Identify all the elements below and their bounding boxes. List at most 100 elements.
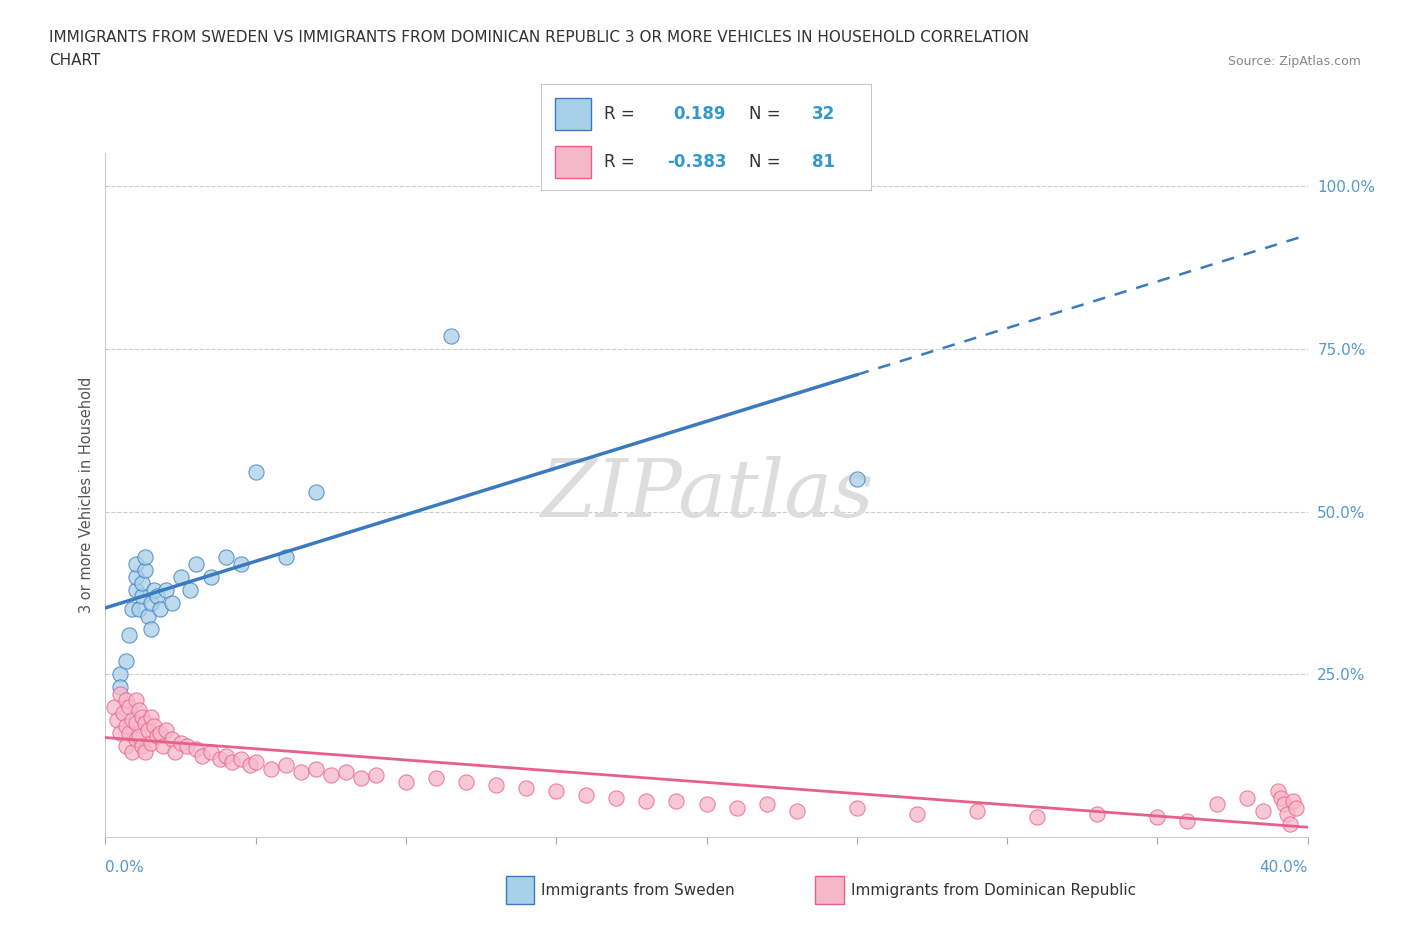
Point [131, 589, 153, 604]
Point [905, 807, 928, 822]
Point [131, 738, 153, 753]
Point [148, 725, 170, 740]
Point [1278, 817, 1301, 831]
Point [1206, 797, 1229, 812]
Point [163, 745, 186, 760]
Point [1272, 797, 1295, 812]
Point [128, 602, 150, 617]
Text: R =: R = [605, 105, 636, 123]
Point [239, 758, 262, 773]
Point [274, 758, 297, 773]
Point [290, 764, 312, 779]
Point [142, 582, 165, 597]
Point [229, 751, 252, 766]
Point [124, 556, 146, 571]
Point [454, 774, 477, 789]
Point [107, 712, 129, 727]
Point [115, 738, 138, 753]
Point [131, 576, 153, 591]
Point [636, 794, 658, 809]
Point [725, 800, 748, 815]
Point [115, 719, 138, 734]
Text: 40.0%: 40.0% [1260, 860, 1308, 875]
Point [1236, 790, 1258, 805]
Text: IMMIGRANTS FROM SWEDEN VS IMMIGRANTS FROM DOMINICAN REPUBLIC 3 OR MORE VEHICLES : IMMIGRANTS FROM SWEDEN VS IMMIGRANTS FRO… [49, 30, 1029, 45]
Text: -0.383: -0.383 [666, 153, 727, 171]
FancyBboxPatch shape [541, 84, 872, 191]
Point [115, 693, 138, 708]
Point [665, 794, 688, 809]
Text: CHART: CHART [49, 53, 101, 68]
Point [966, 804, 988, 818]
Point [319, 768, 342, 783]
Point [214, 748, 236, 763]
FancyBboxPatch shape [506, 876, 534, 904]
Point [485, 777, 508, 792]
Point [335, 764, 357, 779]
Point [145, 729, 167, 744]
Point [134, 745, 156, 760]
Point [1026, 810, 1049, 825]
Point [110, 725, 132, 740]
Point [1085, 807, 1108, 822]
Point [110, 686, 132, 701]
Point [1251, 804, 1274, 818]
Point [155, 723, 177, 737]
Point [786, 804, 808, 818]
Point [190, 748, 212, 763]
Point [305, 485, 328, 499]
Point [229, 556, 252, 571]
Point [145, 589, 167, 604]
Point [1275, 807, 1298, 822]
Text: 81: 81 [813, 153, 835, 171]
Text: Immigrants from Sweden: Immigrants from Sweden [541, 884, 735, 898]
Text: 0.189: 0.189 [673, 105, 725, 123]
Text: 0.0%: 0.0% [105, 860, 145, 875]
Point [274, 550, 297, 565]
Point [184, 742, 207, 757]
Point [124, 693, 146, 708]
Point [148, 602, 170, 617]
Point [364, 768, 387, 783]
Point [121, 712, 143, 727]
Point [110, 680, 132, 695]
Point [1281, 794, 1303, 809]
Point [152, 738, 174, 753]
Point [139, 736, 162, 751]
Point [124, 716, 146, 731]
Point [1284, 800, 1306, 815]
FancyBboxPatch shape [815, 876, 844, 904]
Point [200, 745, 222, 760]
Point [124, 569, 146, 584]
Point [696, 797, 718, 812]
Text: N =: N = [749, 105, 782, 123]
Point [139, 621, 162, 636]
Text: R =: R = [605, 153, 636, 171]
Point [605, 790, 627, 805]
Point [134, 716, 156, 731]
Point [1175, 813, 1198, 829]
Point [103, 699, 125, 714]
Point [169, 569, 191, 584]
Point [575, 787, 598, 802]
Point [136, 723, 159, 737]
FancyBboxPatch shape [554, 146, 591, 178]
Point [121, 602, 143, 617]
Point [440, 328, 463, 343]
Point [160, 595, 183, 610]
Point [131, 710, 153, 724]
Point [128, 703, 150, 718]
Point [139, 710, 162, 724]
Text: ZIPatlas: ZIPatlas [540, 457, 873, 534]
Point [260, 761, 283, 776]
Point [176, 738, 198, 753]
Point [118, 628, 141, 643]
Point [221, 755, 243, 770]
Point [755, 797, 778, 812]
Point [350, 771, 373, 786]
Point [845, 800, 868, 815]
Point [121, 745, 143, 760]
Point [305, 761, 328, 776]
Point [155, 582, 177, 597]
Point [515, 781, 537, 796]
